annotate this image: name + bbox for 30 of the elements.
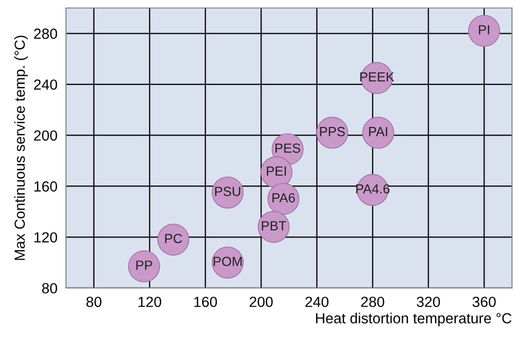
annotation: PAI [369, 127, 388, 136]
annotation: PEI [266, 166, 286, 176]
annotation: PC [165, 234, 182, 244]
x-tick-label: 280 [361, 296, 384, 308]
point [468, 14, 500, 47]
annotation: PI [478, 25, 490, 34]
x-tick-label: 80 [86, 296, 102, 308]
y-tick-label: 160 [34, 181, 58, 192]
x-tick-label: 200 [250, 296, 273, 308]
x-tick-label: 360 [472, 296, 496, 308]
annotation: PSU [215, 186, 240, 196]
x-tick-label: 240 [305, 296, 328, 308]
y-tick-label: 120 [34, 232, 58, 243]
y-tick-label: 280 [34, 28, 58, 39]
annotation: PEEK [360, 72, 394, 82]
x-tick-label: 320 [416, 296, 440, 308]
y-axis-title: Max Continuous service temp. (°C) [14, 36, 28, 260]
annotation: PBT [262, 221, 286, 230]
annotation: PA6 [272, 193, 295, 202]
annotation: POM [214, 256, 242, 266]
y-tick-label: 240 [34, 79, 58, 90]
annotation: PP [136, 260, 152, 270]
y-tick-label: 80 [42, 283, 58, 294]
annotation: PPS [320, 126, 345, 136]
x-tick-label: 120 [138, 296, 162, 308]
x-axis-title: Heat distortion temperature °C [316, 312, 512, 326]
x-tick-label: 160 [194, 296, 217, 308]
annotation: PES [275, 143, 300, 153]
annotation: PA4.6 [356, 184, 390, 194]
y-tick-label: 200 [34, 130, 58, 141]
